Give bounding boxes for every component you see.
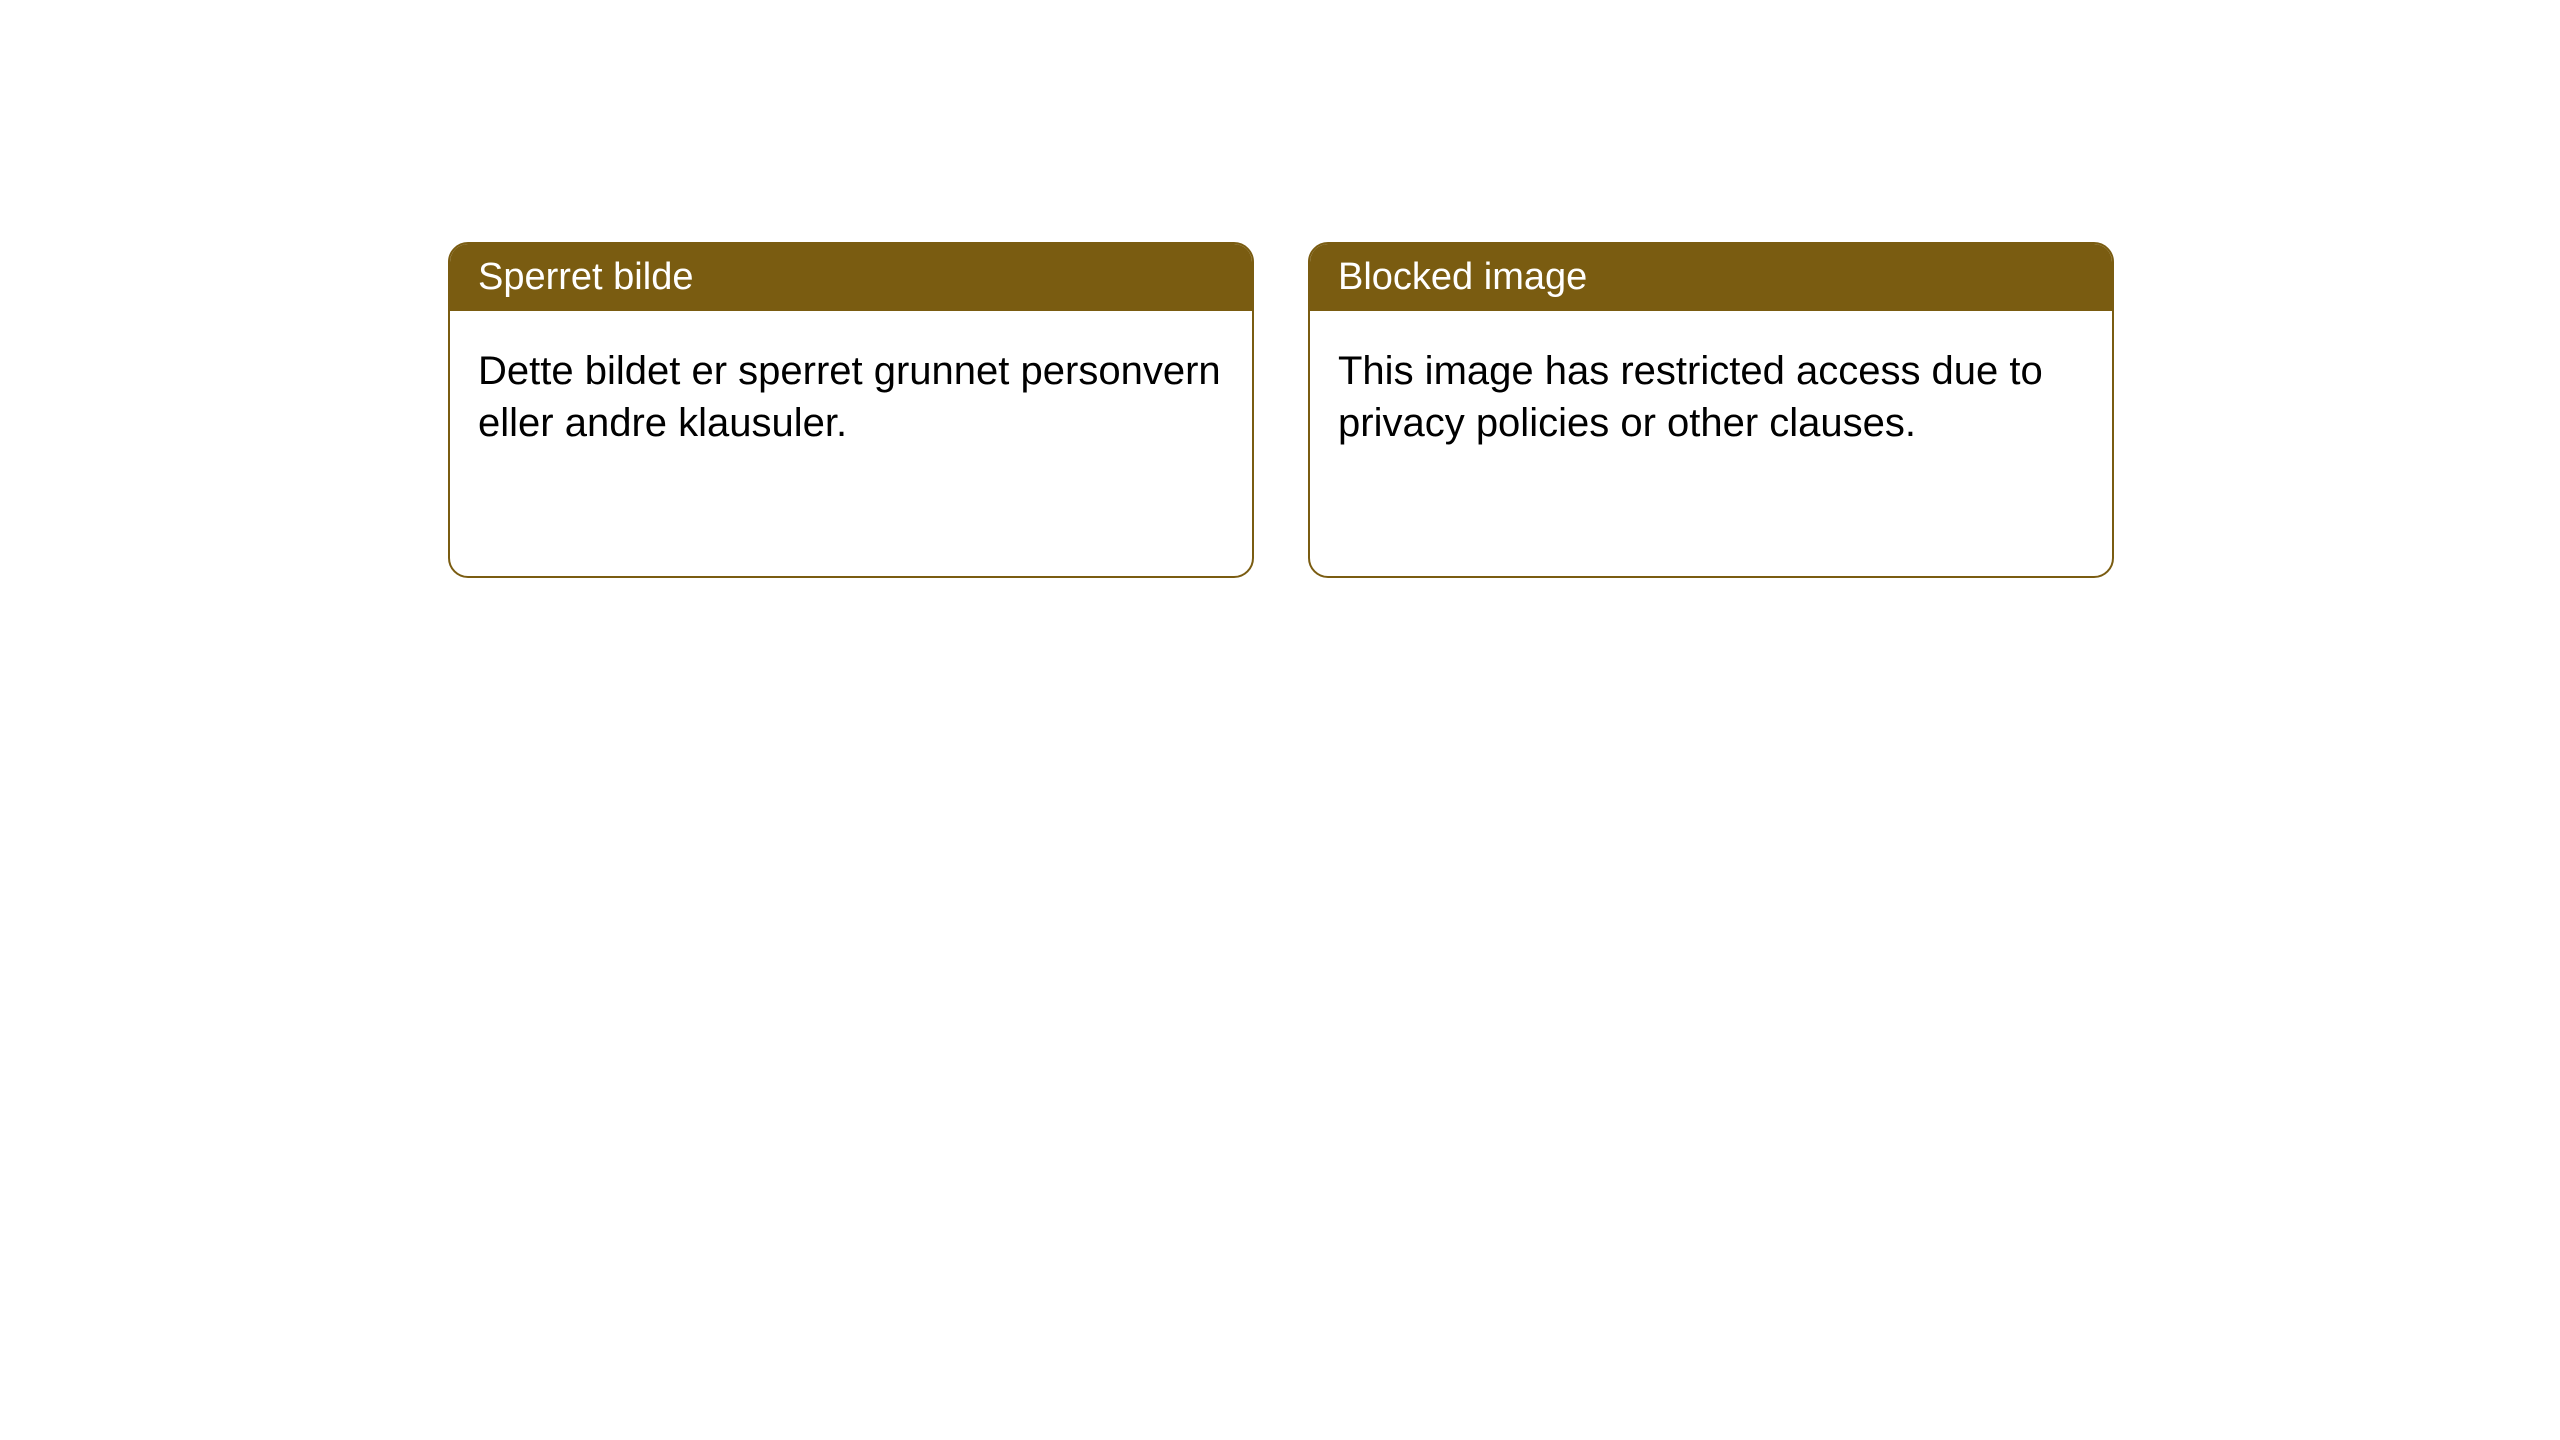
notice-header: Sperret bilde [450, 244, 1252, 311]
notice-title: Sperret bilde [478, 256, 693, 298]
notice-container: Sperret bilde Dette bildet er sperret gr… [0, 0, 2560, 578]
notice-card-norwegian: Sperret bilde Dette bildet er sperret gr… [448, 242, 1254, 578]
notice-body: Dette bildet er sperret grunnet personve… [450, 311, 1252, 483]
notice-body: This image has restricted access due to … [1310, 311, 2112, 483]
notice-body-text: This image has restricted access due to … [1338, 349, 2043, 445]
notice-card-english: Blocked image This image has restricted … [1308, 242, 2114, 578]
notice-header: Blocked image [1310, 244, 2112, 311]
notice-body-text: Dette bildet er sperret grunnet personve… [478, 349, 1221, 445]
notice-title: Blocked image [1338, 256, 1587, 298]
